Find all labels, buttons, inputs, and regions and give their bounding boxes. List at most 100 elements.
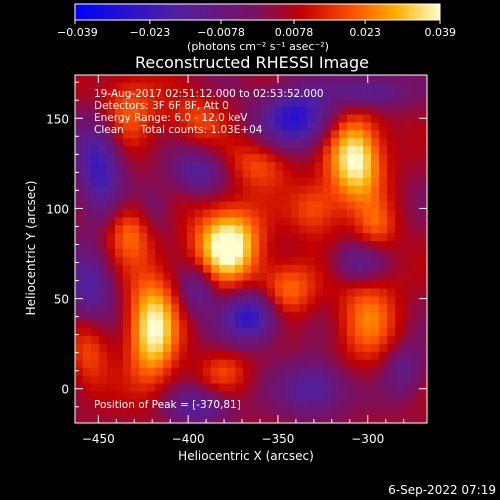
heatmap-cell [419, 312, 428, 321]
heatmap-cell [75, 391, 84, 400]
heatmap-cell [171, 304, 180, 313]
heatmap-cell [299, 280, 308, 290]
heatmap-cell [387, 415, 396, 424]
heatmap-cell [275, 367, 284, 377]
heatmap-cell [219, 106, 228, 116]
heatmap-cell [131, 272, 140, 282]
heatmap-cell [355, 233, 364, 242]
heatmap-cell [139, 351, 148, 361]
heatmap-cell [163, 304, 172, 313]
heatmap-cell [243, 249, 252, 258]
heatmap-cell [363, 114, 372, 124]
heatmap-cell [107, 185, 116, 195]
heatmap-cell [299, 169, 308, 179]
heatmap-cell [347, 169, 356, 179]
heatmap-cell [123, 114, 132, 124]
heatmap-cell [251, 162, 260, 171]
heatmap-cell [115, 130, 124, 139]
heatmap-cell [331, 122, 340, 131]
heatmap-cell [171, 114, 180, 124]
heatmap-cell [131, 90, 140, 100]
heatmap-cell [123, 75, 132, 84]
heatmap-cell [243, 399, 252, 408]
heatmap-cell [379, 280, 388, 290]
heatmap-cell [323, 320, 332, 329]
heatmap-cell [179, 138, 188, 147]
heatmap-cell [75, 114, 84, 124]
heatmap-cell [403, 367, 412, 377]
heatmap-cell [203, 169, 212, 179]
heatmap-cell [203, 177, 212, 187]
heatmap-cell [155, 343, 164, 353]
heatmap-cell [179, 114, 188, 124]
heatmap-cell [91, 304, 100, 313]
heatmap-cell [307, 320, 316, 329]
heatmap-cell [187, 272, 196, 282]
heatmap-cell [75, 415, 84, 424]
heatmap-cell [275, 312, 284, 321]
heatmap-cell [195, 217, 204, 226]
heatmap-cell [171, 383, 180, 392]
heatmap-cell [131, 177, 140, 187]
heatmap-cell [411, 312, 420, 321]
heatmap-cell [403, 256, 412, 266]
heatmap-cell [339, 320, 348, 329]
heatmap-cell [347, 162, 356, 171]
heatmap-cell [387, 193, 396, 203]
heatmap-cell [187, 407, 196, 416]
heatmap-cell [83, 98, 92, 108]
heatmap-cell [195, 146, 204, 155]
heatmap-cell [171, 162, 180, 171]
heatmap-cell [283, 407, 292, 416]
colorbar-gradient [75, 4, 440, 20]
heatmap-cell [171, 241, 180, 250]
colorbar-label: (photons cm⁻² s⁻¹ asec⁻²) [187, 40, 329, 53]
heatmap-cell [363, 185, 372, 195]
heatmap-cell [411, 288, 420, 298]
heatmap-cell [291, 399, 300, 408]
heatmap-cell [195, 351, 204, 361]
heatmap-cell [379, 233, 388, 242]
heatmap-cell [147, 75, 156, 84]
heatmap-cell [339, 304, 348, 313]
heatmap-cell [259, 320, 268, 329]
heatmap-cell [203, 320, 212, 329]
heatmap-cell [99, 130, 108, 139]
heatmap-cell [251, 201, 260, 211]
heatmap-cell [363, 225, 372, 234]
heatmap-cell [267, 106, 276, 116]
heatmap-cell [131, 407, 140, 416]
heatmap-cell [267, 169, 276, 179]
heatmap-cell [363, 272, 372, 282]
heatmap-cell [379, 162, 388, 171]
heatmap-cell [163, 367, 172, 377]
heatmap-cell [203, 249, 212, 258]
annotation-time-range: 19-Aug-2017 02:51:12.000 to 02:53:52.000 [94, 88, 324, 100]
heatmap-cell [163, 233, 172, 242]
heatmap-cell [155, 375, 164, 385]
heatmap-cell [131, 383, 140, 392]
heatmap-cell [163, 280, 172, 290]
heatmap-cell [403, 296, 412, 305]
heatmap-cell [115, 193, 124, 203]
heatmap-cell [371, 407, 380, 416]
heatmap-cell [315, 233, 324, 242]
heatmap-cell [115, 98, 124, 108]
heatmap-cell [227, 138, 236, 147]
heatmap-cell [83, 122, 92, 131]
heatmap-cell [75, 154, 84, 163]
heatmap-cell [107, 351, 116, 361]
heatmap-cell [171, 351, 180, 361]
heatmap-cell [107, 312, 116, 321]
heatmap-cell [395, 233, 404, 242]
heatmap-cell [315, 185, 324, 195]
heatmap-cell [283, 272, 292, 282]
heatmap-cell [187, 288, 196, 298]
heatmap-cell [275, 177, 284, 187]
heatmap-cell [291, 280, 300, 290]
heatmap-cell [155, 201, 164, 211]
heatmap-cell [363, 304, 372, 313]
heatmap-cell [403, 162, 412, 171]
heatmap-cell [379, 75, 388, 84]
heatmap-cell [235, 201, 244, 211]
